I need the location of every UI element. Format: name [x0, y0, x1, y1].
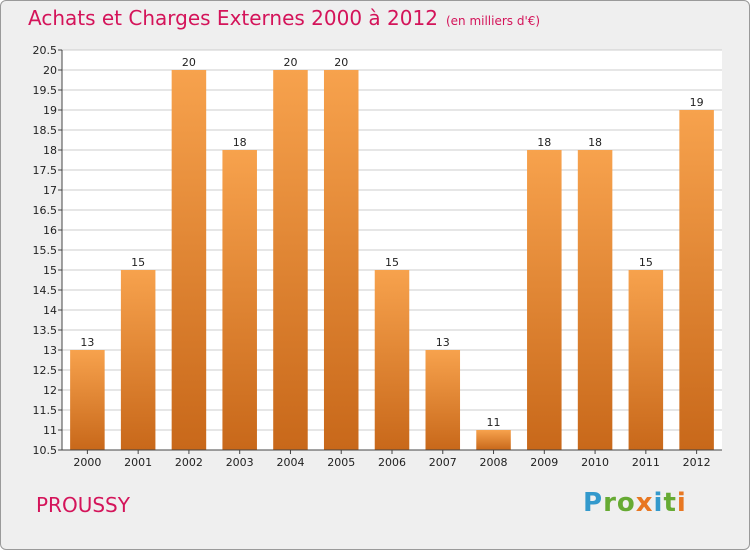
y-tick-label: 14.5 [33, 284, 58, 297]
chart-title: Achats et Charges Externes 2000 à 2012 (e… [28, 6, 540, 30]
x-tick-label: 2007 [429, 456, 457, 469]
bars: 13 15 20 18 20 20 15 13 11 18 18 15 19 [70, 56, 714, 450]
value-label: 18 [537, 136, 551, 149]
y-tick-label: 19 [43, 104, 57, 117]
value-label: 11 [487, 416, 501, 429]
logo-letter: r [603, 488, 617, 518]
value-label: 20 [182, 56, 196, 69]
x-tick-label: 2004 [276, 456, 304, 469]
value-label: 18 [588, 136, 602, 149]
logo-letter: i [676, 488, 687, 518]
x-tick-label: 2011 [632, 456, 660, 469]
y-tick-label: 16.5 [33, 204, 58, 217]
y-tick-label: 11.5 [33, 404, 58, 417]
y-tick-label: 17.5 [33, 164, 58, 177]
bar-2005 [323, 70, 359, 450]
x-tick-label: 2006 [378, 456, 406, 469]
value-label: 19 [690, 96, 704, 109]
logo-letter: t [663, 488, 677, 518]
logo-letter: i [653, 488, 664, 518]
logo-letter: x [635, 488, 654, 518]
x-tick-label: 2003 [226, 456, 254, 469]
value-label: 18 [233, 136, 247, 149]
bar-2004 [273, 70, 308, 450]
y-tick-label: 20.5 [33, 44, 58, 57]
y-tick-label: 13 [43, 344, 57, 357]
y-tick-label: 12 [43, 384, 57, 397]
y-tick-label: 18.5 [33, 124, 58, 137]
value-label: 15 [385, 256, 399, 269]
value-label: 13 [436, 336, 450, 349]
proxiti-logo[interactable]: Proxiti [583, 488, 687, 518]
bar-2000 [70, 350, 105, 450]
y-tick-label: 17 [43, 184, 57, 197]
bar-2003 [222, 150, 257, 450]
value-label: 15 [639, 256, 653, 269]
value-label: 15 [131, 256, 145, 269]
value-label: 13 [80, 336, 94, 349]
x-tick-label: 2000 [73, 456, 101, 469]
bar-2002 [171, 70, 207, 450]
bar-2011 [628, 270, 664, 450]
bar-2001 [120, 270, 156, 450]
y-tick-label: 18 [43, 144, 57, 157]
chart-title-text: Achats et Charges Externes 2000 à 2012 [28, 6, 438, 30]
y-tick-label: 13.5 [33, 324, 58, 337]
y-tick-label: 20 [43, 64, 57, 77]
logo-letter: P [583, 488, 604, 518]
x-tick-label: 2002 [175, 456, 203, 469]
y-tick-label: 10.5 [33, 444, 58, 457]
bar-2010 [577, 150, 613, 450]
x-tick-label: 2001 [124, 456, 152, 469]
x-tick-label: 2010 [581, 456, 609, 469]
axes: 10.5 11 11.5 12 12.5 13 13.5 14 14.5 15 15.5 16 16.5… [33, 44, 722, 469]
y-tick-label: 16 [43, 224, 57, 237]
bar-2008 [476, 430, 511, 450]
bar-2012 [679, 110, 714, 450]
y-tick-label: 15.5 [33, 244, 58, 257]
logo-letter: o [616, 488, 636, 518]
town-name: PROUSSY [36, 493, 130, 517]
chart-subtitle: (en milliers d'€) [445, 14, 541, 28]
value-label: 20 [334, 56, 348, 69]
y-tick-label: 15 [43, 264, 57, 277]
y-tick-label: 14 [43, 304, 57, 317]
bar-2009 [527, 150, 562, 450]
x-tick-label: 2012 [683, 456, 711, 469]
x-tick-label: 2009 [530, 456, 558, 469]
y-tick-label: 12.5 [33, 364, 58, 377]
y-tick-label: 11 [43, 424, 57, 437]
bar-2007 [425, 350, 461, 450]
x-tick-label: 2008 [480, 456, 508, 469]
value-label: 20 [283, 56, 297, 69]
bar-2006 [374, 270, 410, 450]
x-tick-label: 2005 [327, 456, 355, 469]
y-tick-label: 19.5 [33, 84, 58, 97]
